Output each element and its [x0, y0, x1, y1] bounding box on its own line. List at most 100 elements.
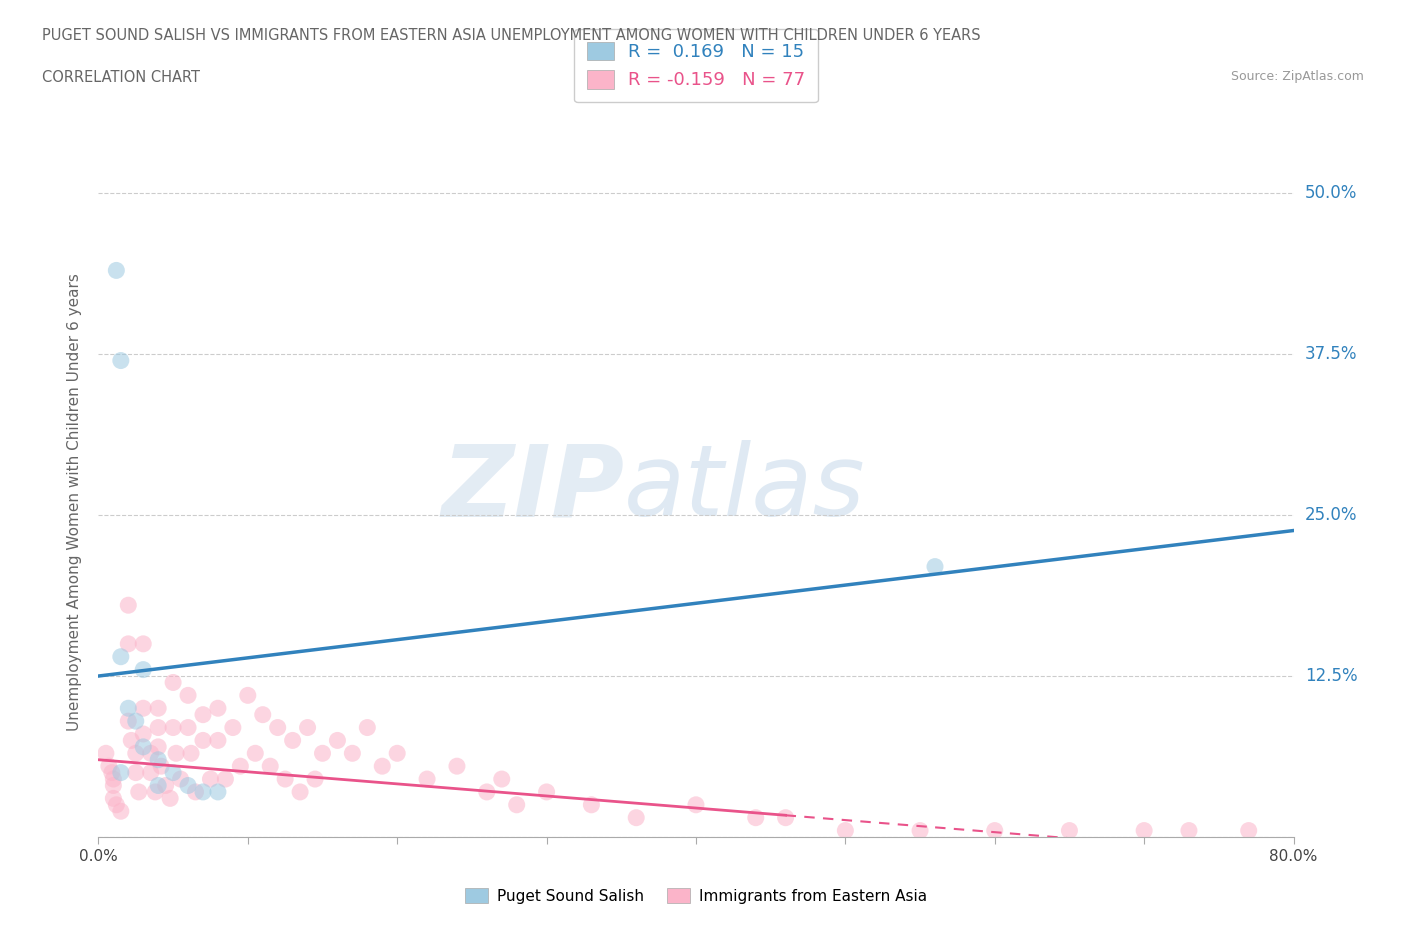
Point: [191, 707, 214, 722]
Point: [132, 739, 155, 754]
Y-axis label: Unemployment Among Women with Children Under 6 years: Unemployment Among Women with Children U…: [67, 273, 83, 731]
Point: [162, 675, 184, 690]
Point: [97, 759, 120, 774]
Point: [125, 765, 148, 780]
Point: [288, 785, 311, 800]
Point: [259, 759, 281, 774]
Point: [110, 765, 132, 780]
Point: [342, 746, 364, 761]
Point: [416, 772, 439, 787]
Point: [207, 701, 229, 716]
Point: [1133, 823, 1156, 838]
Point: [139, 765, 162, 780]
Point: [983, 823, 1005, 838]
Point: [184, 785, 207, 800]
Point: [120, 733, 142, 748]
Point: [132, 662, 155, 677]
Point: [132, 701, 155, 716]
Point: [110, 649, 132, 664]
Point: [169, 772, 191, 787]
Point: [222, 720, 245, 735]
Point: [177, 720, 200, 735]
Point: [191, 733, 214, 748]
Point: [207, 733, 229, 748]
Text: atlas: atlas: [624, 440, 866, 538]
Point: [581, 797, 603, 812]
Point: [162, 720, 184, 735]
Point: [117, 636, 139, 651]
Point: [685, 797, 707, 812]
Point: [148, 739, 170, 754]
Text: 25.0%: 25.0%: [1305, 506, 1357, 525]
Point: [177, 778, 200, 793]
Point: [475, 785, 498, 800]
Point: [229, 759, 252, 774]
Text: 12.5%: 12.5%: [1305, 667, 1357, 685]
Point: [356, 720, 378, 735]
Point: [143, 785, 166, 800]
Point: [304, 772, 326, 787]
Point: [297, 720, 319, 735]
Point: [177, 688, 200, 703]
Point: [117, 598, 139, 613]
Point: [281, 733, 304, 748]
Point: [165, 746, 187, 761]
Text: Source: ZipAtlas.com: Source: ZipAtlas.com: [1230, 70, 1364, 83]
Point: [132, 726, 155, 741]
Point: [491, 772, 513, 787]
Point: [775, 810, 797, 825]
Point: [245, 746, 267, 761]
Point: [117, 713, 139, 728]
Point: [1237, 823, 1260, 838]
Point: [207, 785, 229, 800]
Point: [117, 701, 139, 716]
Point: [94, 746, 117, 761]
Point: [125, 713, 148, 728]
Point: [252, 707, 274, 722]
Point: [624, 810, 647, 825]
Point: [200, 772, 222, 787]
Legend: Puget Sound Salish, Immigrants from Eastern Asia: Puget Sound Salish, Immigrants from East…: [458, 882, 934, 910]
Point: [536, 785, 558, 800]
Point: [745, 810, 768, 825]
Point: [180, 746, 202, 761]
Point: [1059, 823, 1081, 838]
Point: [834, 823, 856, 838]
Point: [139, 746, 162, 761]
Point: [267, 720, 290, 735]
Text: CORRELATION CHART: CORRELATION CHART: [42, 70, 200, 85]
Point: [148, 778, 170, 793]
Text: 37.5%: 37.5%: [1305, 345, 1357, 363]
Point: [159, 790, 181, 805]
Point: [506, 797, 529, 812]
Point: [105, 797, 128, 812]
Point: [236, 688, 259, 703]
Point: [371, 759, 394, 774]
Point: [385, 746, 409, 761]
Point: [162, 765, 184, 780]
Point: [110, 804, 132, 818]
Point: [128, 785, 150, 800]
Point: [125, 746, 148, 761]
Point: [110, 353, 132, 368]
Point: [103, 790, 125, 805]
Point: [105, 263, 128, 278]
Text: 50.0%: 50.0%: [1305, 184, 1357, 202]
Point: [103, 778, 125, 793]
Point: [132, 636, 155, 651]
Point: [103, 772, 125, 787]
Point: [155, 778, 177, 793]
Point: [150, 759, 173, 774]
Point: [148, 701, 170, 716]
Point: [214, 772, 236, 787]
Point: [311, 746, 333, 761]
Point: [191, 785, 214, 800]
Text: ZIP: ZIP: [441, 440, 624, 538]
Text: PUGET SOUND SALISH VS IMMIGRANTS FROM EASTERN ASIA UNEMPLOYMENT AMONG WOMEN WITH: PUGET SOUND SALISH VS IMMIGRANTS FROM EA…: [42, 28, 981, 43]
Point: [148, 752, 170, 767]
Point: [101, 765, 124, 780]
Point: [1178, 823, 1201, 838]
Point: [148, 720, 170, 735]
Point: [274, 772, 297, 787]
Point: [446, 759, 468, 774]
